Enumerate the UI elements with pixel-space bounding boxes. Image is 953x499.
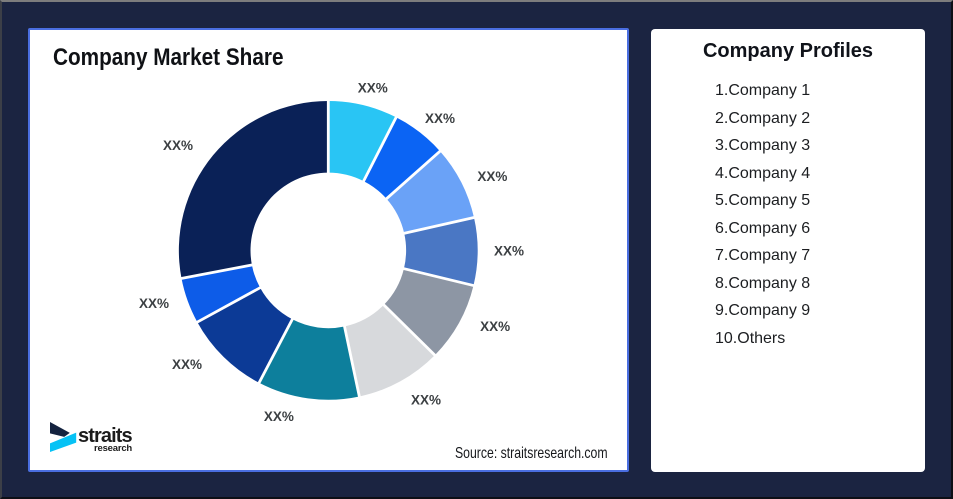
svg-text:XX%: XX% [172,357,202,372]
svg-text:XX%: XX% [139,296,169,311]
svg-text:XX%: XX% [163,138,193,153]
svg-text:XX%: XX% [411,393,441,408]
svg-text:XX%: XX% [477,169,507,184]
svg-text:XX%: XX% [494,244,524,259]
svg-text:XX%: XX% [264,409,294,424]
svg-text:XX%: XX% [480,319,510,334]
svg-text:XX%: XX% [425,111,455,126]
svg-text:XX%: XX% [358,81,388,96]
